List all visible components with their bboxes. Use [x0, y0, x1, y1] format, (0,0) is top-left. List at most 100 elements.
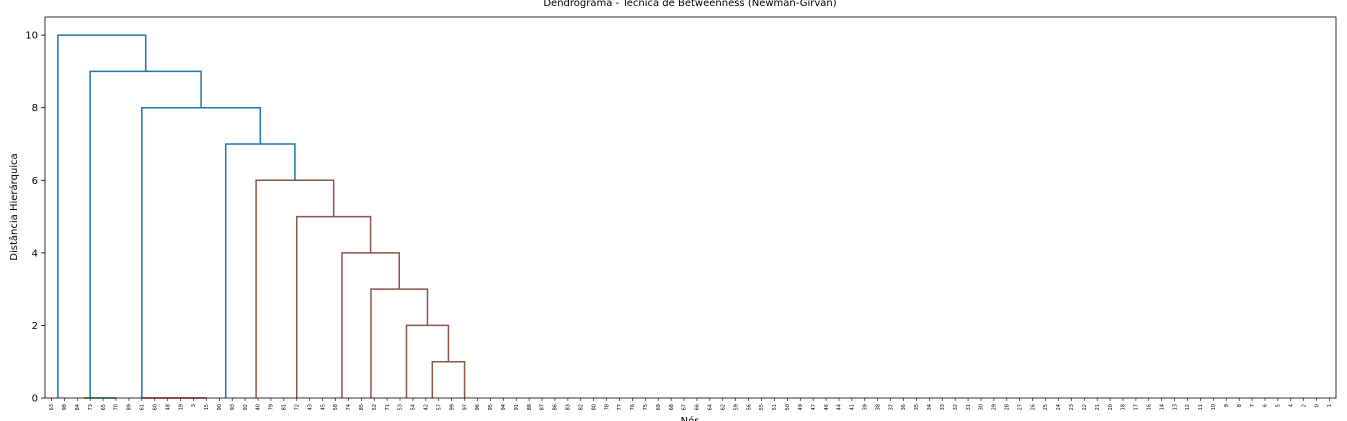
chart-title: Dendrograma - Técnica de Betweenness (Ne… [543, 0, 836, 9]
x-tick-label: 38 [875, 404, 881, 410]
x-tick-label: 89 [127, 404, 133, 410]
x-tick-label: 48 [165, 404, 171, 410]
x-tick-label: 7 [1250, 404, 1256, 407]
x-tick-label: 3 [191, 404, 197, 407]
dendrogram-link [255, 179, 335, 398]
x-tick-label: 92 [243, 404, 249, 410]
x-tick-label: 65 [101, 404, 107, 410]
x-tick-label: 2 [1301, 404, 1307, 407]
x-tick-label: 12 [1185, 404, 1191, 410]
x-tick-label: 32 [953, 404, 959, 410]
x-tick-label: 99 [449, 404, 455, 410]
x-tick-label: 66 [695, 404, 701, 410]
x-tick-label: 26 [1030, 404, 1036, 410]
x-tick-label: 74 [346, 404, 352, 410]
x-tick-label: 57 [436, 404, 442, 410]
x-tick-label: 30 [979, 404, 985, 410]
x-tick-label: 43 [307, 404, 313, 410]
x-tick-label: 47 [811, 404, 817, 410]
x-tick-label: 64 [708, 404, 714, 410]
x-tick-label: 94 [501, 404, 507, 410]
x-tick-label: 83 [566, 404, 572, 410]
x-tick-label: 35 [914, 404, 920, 410]
x-tick-label: 23 [1069, 404, 1075, 410]
x-tick-label: 81 [282, 404, 288, 410]
x-tick-label: 84 [75, 404, 81, 410]
x-tick-label: 67 [682, 404, 688, 410]
x-tick-label: 40 [256, 404, 262, 410]
x-tick-label: 76 [630, 404, 636, 410]
dendrogram-link [405, 324, 450, 398]
y-tick-label: 0 [32, 394, 38, 405]
dendrogram-link [224, 143, 296, 398]
x-tick-label: 78 [604, 404, 610, 410]
x-tick-label: 16 [1147, 404, 1153, 410]
x-tick-label: 73 [88, 404, 94, 410]
y-tick-label: 4 [32, 248, 38, 259]
x-tick-label: 44 [837, 404, 843, 410]
x-tick-label: 68 [669, 404, 675, 410]
x-tick-label: 36 [901, 404, 907, 410]
x-tick-label: 29 [992, 404, 998, 410]
x-tick-label: 53 [398, 404, 404, 410]
x-tick-label: 17 [1134, 404, 1140, 410]
y-tick-label: 10 [25, 31, 38, 42]
dendrogram-link [295, 215, 372, 398]
dendrogram-link [57, 34, 147, 398]
x-tick-label: 4 [1289, 404, 1295, 407]
x-tick-label: 49 [798, 404, 804, 410]
x-tick-label: 69 [656, 404, 662, 410]
x-tick-label: 61 [140, 404, 146, 410]
x-axis-label: Nós [681, 415, 700, 421]
x-tick-label: 58 [333, 404, 339, 410]
x-tick-label: 52 [372, 404, 378, 410]
x-tick-label: 24 [1056, 404, 1062, 410]
x-tick-label: 1 [1327, 404, 1333, 407]
x-tick-label: 18 [1121, 404, 1127, 410]
x-tick-label: 54 [411, 404, 417, 410]
x-tick-label: 62 [720, 404, 726, 410]
x-tick-label: 20 [1108, 404, 1114, 410]
x-tick-label: 11 [1198, 404, 1204, 410]
x-tick-label: 41 [850, 404, 856, 410]
x-tick-label: 0 [1314, 404, 1320, 407]
x-tick-label: 72 [294, 404, 300, 410]
x-tick-label: 90 [217, 404, 223, 410]
x-tick-label: 63 [49, 404, 55, 410]
x-tick-label: 27 [1017, 404, 1023, 410]
x-tick-label: 31 [966, 404, 972, 410]
x-tick-label: 71 [385, 404, 391, 410]
x-tick-label: 34 [927, 404, 933, 410]
x-tick-label: 5 [1276, 404, 1282, 407]
x-tick-label: 46 [824, 404, 830, 410]
dendrogram-link [141, 106, 262, 398]
x-tick-label: 22 [1082, 404, 1088, 410]
x-tick-label: 19 [178, 404, 184, 410]
x-tick-label: 77 [617, 404, 623, 410]
x-tick-label: 9 [1224, 404, 1230, 407]
x-tick-label: 82 [578, 404, 584, 410]
x-tick-label: 85 [359, 404, 365, 410]
x-tick-label: 86 [553, 404, 559, 410]
x-tick-label: 21 [1095, 404, 1101, 410]
x-tick-label: 56 [746, 404, 752, 410]
x-tick-label: 51 [772, 404, 778, 410]
x-tick-label: 15 [204, 404, 210, 410]
x-tick-label: 37 [888, 404, 894, 410]
x-tick-label: 98 [62, 404, 68, 410]
x-tick-label: 80 [591, 404, 597, 410]
x-tick-label: 50 [785, 404, 791, 410]
y-axis-label: Distância Hierárquica [8, 153, 20, 260]
x-tick-label: 6 [1263, 404, 1269, 407]
dendrogram-link [431, 360, 466, 398]
x-tick-label: 45 [320, 404, 326, 410]
x-tick-label: 13 [1172, 404, 1178, 410]
x-tick-label: 79 [269, 404, 275, 410]
y-tick-label: 8 [32, 103, 38, 114]
x-tick-label: 95 [488, 404, 494, 410]
x-tick-label: 39 [862, 404, 868, 410]
x-tick-label: 60 [152, 404, 158, 410]
dendrogram-link [370, 288, 429, 398]
